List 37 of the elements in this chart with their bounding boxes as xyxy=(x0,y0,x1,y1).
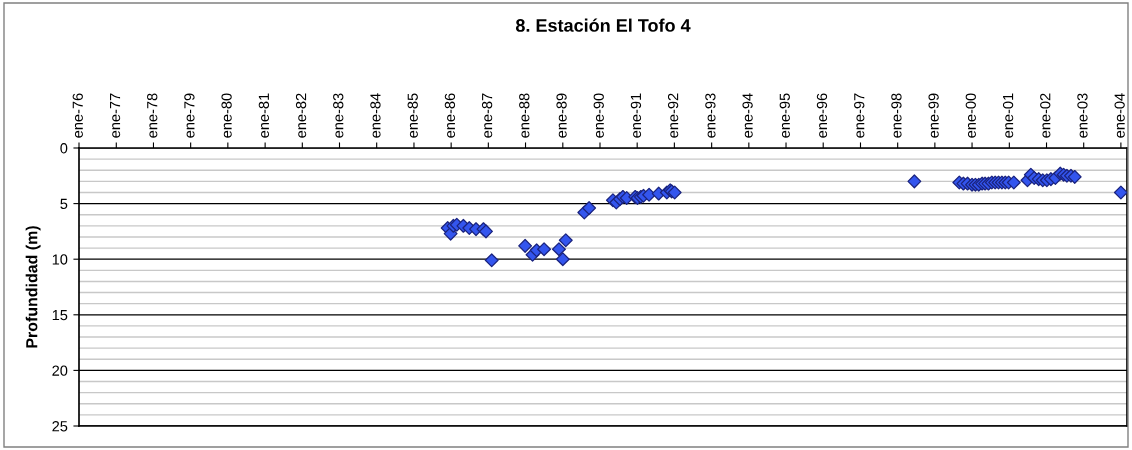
y-tick-label: 15 xyxy=(52,310,68,321)
x-tick-label: ene-84 xyxy=(370,93,381,138)
y-tick-label: 10 xyxy=(52,254,68,265)
y-tick-label: 0 xyxy=(60,143,68,154)
x-tick-label: ene-83 xyxy=(333,93,344,138)
x-tick-label: ene-87 xyxy=(481,93,493,138)
y-tick-label: 25 xyxy=(52,421,68,432)
x-tick-label: ene-95 xyxy=(779,93,790,138)
x-tick-label: ene-77 xyxy=(110,93,121,138)
x-tick-label: ene-79 xyxy=(184,93,195,138)
x-tick-label: ene-80 xyxy=(221,93,232,138)
x-tick-label: ene-81 xyxy=(258,93,270,138)
x-tick-label: ene-89 xyxy=(556,93,567,138)
x-tick-label: ene-00 xyxy=(965,93,976,138)
y-axis-title: Profundidad (m) xyxy=(25,226,41,348)
x-tick-label: ene-86 xyxy=(444,93,456,138)
x-tick-label: ene-78 xyxy=(147,93,158,138)
x-tick-label: ene-99 xyxy=(928,93,939,138)
x-tick-label: ene-01 xyxy=(1002,93,1014,138)
y-tick-label: 20 xyxy=(52,365,68,376)
x-tick-label: ene-03 xyxy=(1077,93,1088,138)
x-tick-label: ene-93 xyxy=(705,93,716,138)
x-tick-label: ene-04 xyxy=(1114,93,1125,138)
x-tick-label: ene-96 xyxy=(816,93,828,138)
x-tick-label: ene-98 xyxy=(891,93,902,138)
x-tick-label: ene-90 xyxy=(593,93,604,138)
chart-title: 8. Estación El Tofo 4 xyxy=(515,18,691,32)
x-tick-label: ene-88 xyxy=(519,93,530,138)
x-tick-label: ene-82 xyxy=(295,93,307,138)
x-tick-label: ene-94 xyxy=(742,93,753,138)
x-tick-label: ene-91 xyxy=(630,93,642,138)
x-tick-label: ene-02 xyxy=(1040,93,1051,138)
x-tick-label: ene-76 xyxy=(72,93,83,138)
x-tick-label: ene-97 xyxy=(854,93,865,138)
x-tick-label: ene-85 xyxy=(407,93,418,138)
x-tick-label: ene-92 xyxy=(667,93,679,138)
y-tick-label: 5 xyxy=(60,198,68,210)
